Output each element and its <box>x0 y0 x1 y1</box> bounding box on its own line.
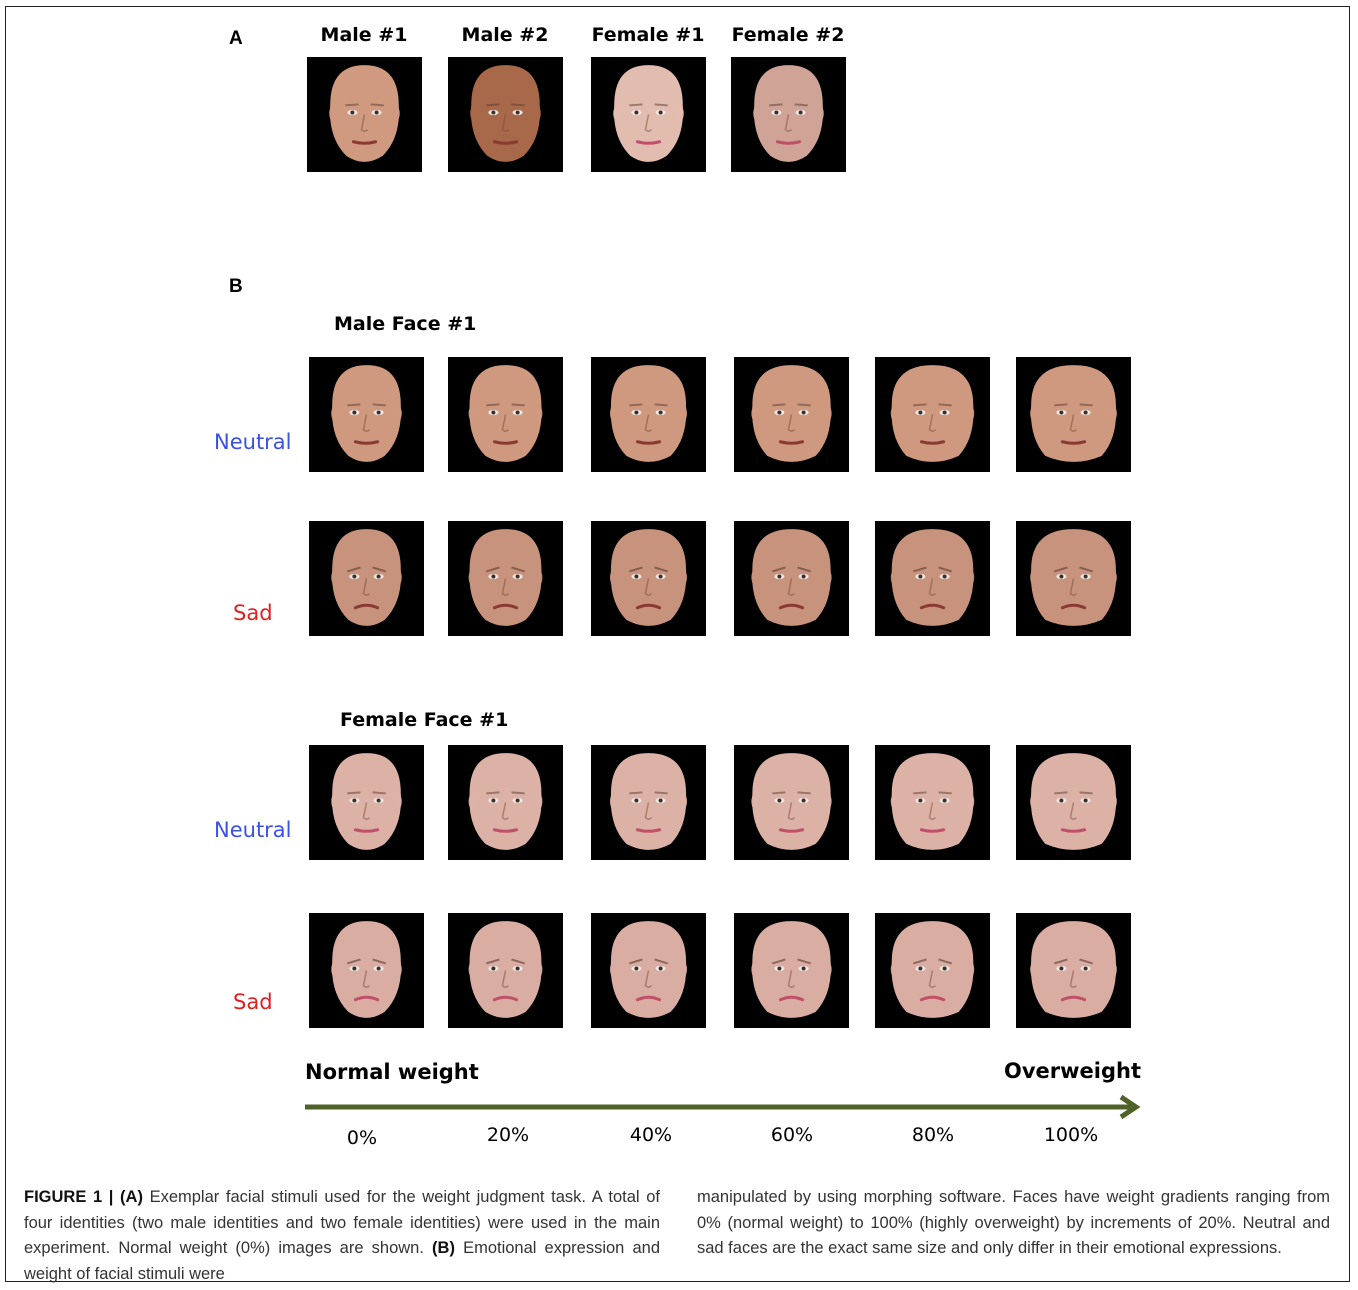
identity-label: Male #1 <box>320 24 408 46</box>
morph-face-image <box>591 745 706 860</box>
morph-face-image <box>448 913 563 1028</box>
morph-face-image <box>309 745 424 860</box>
section-title: Female Face #1 <box>340 709 509 731</box>
morph-face-image <box>734 913 849 1028</box>
morph-face-image <box>309 357 424 472</box>
panel-a-letter: A <box>229 28 243 49</box>
caption-part-b-label: (B) <box>432 1239 455 1257</box>
section-title: Male Face #1 <box>334 313 477 335</box>
expression-label: Neutral <box>214 818 292 842</box>
morph-face-image <box>448 521 563 636</box>
caption-part-b-text: Emotional expression and weight of facia… <box>24 1239 660 1283</box>
weight-tick-label: 20% <box>486 1124 530 1146</box>
weight-tick-label: 80% <box>911 1124 955 1146</box>
identity-label: Male #2 <box>461 24 549 46</box>
morph-face-image <box>448 357 563 472</box>
caption-left: FIGURE 1 | (A) Exemplar facial stimuli u… <box>24 1185 660 1287</box>
figure-frame <box>5 6 1350 1282</box>
morph-face-image <box>309 913 424 1028</box>
weight-arrow <box>305 1094 1141 1120</box>
weight-tick-label: 100% <box>1043 1124 1099 1146</box>
panel-b-letter: B <box>229 276 243 297</box>
caption-part-a-text: Exemplar facial stimuli used for the wei… <box>24 1188 660 1257</box>
identity-label: Female #2 <box>731 24 845 46</box>
morph-face-image <box>309 521 424 636</box>
figure-label: FIGURE 1 | <box>24 1188 121 1206</box>
expression-label: Sad <box>233 601 273 625</box>
morph-face-image <box>1016 745 1131 860</box>
expression-label: Sad <box>233 990 273 1014</box>
identity-face-image <box>307 57 422 172</box>
identity-face-image <box>448 57 563 172</box>
morph-face-image <box>875 521 990 636</box>
morph-face-image <box>591 913 706 1028</box>
weight-tick-label: 0% <box>346 1127 378 1149</box>
morph-face-image <box>1016 913 1131 1028</box>
morph-face-image <box>734 357 849 472</box>
axis-start-label: Normal weight <box>305 1060 479 1084</box>
identity-label: Female #1 <box>591 24 705 46</box>
morph-face-image <box>734 521 849 636</box>
identity-face-image <box>731 57 846 172</box>
morph-face-image <box>448 745 563 860</box>
morph-face-image <box>591 521 706 636</box>
morph-face-image <box>734 745 849 860</box>
morph-face-image <box>875 745 990 860</box>
weight-tick-label: 60% <box>770 1124 814 1146</box>
caption-part-a-label: (A) <box>120 1188 143 1206</box>
morph-face-image <box>1016 521 1131 636</box>
expression-label: Neutral <box>214 430 292 454</box>
caption-right: manipulated by using morphing software. … <box>697 1188 1330 1257</box>
identity-face-image <box>591 57 706 172</box>
morph-face-image <box>591 357 706 472</box>
morph-face-image <box>875 913 990 1028</box>
weight-tick-label: 40% <box>629 1124 673 1146</box>
morph-face-image <box>1016 357 1131 472</box>
axis-end-label: Overweight <box>1004 1059 1142 1083</box>
morph-face-image <box>875 357 990 472</box>
